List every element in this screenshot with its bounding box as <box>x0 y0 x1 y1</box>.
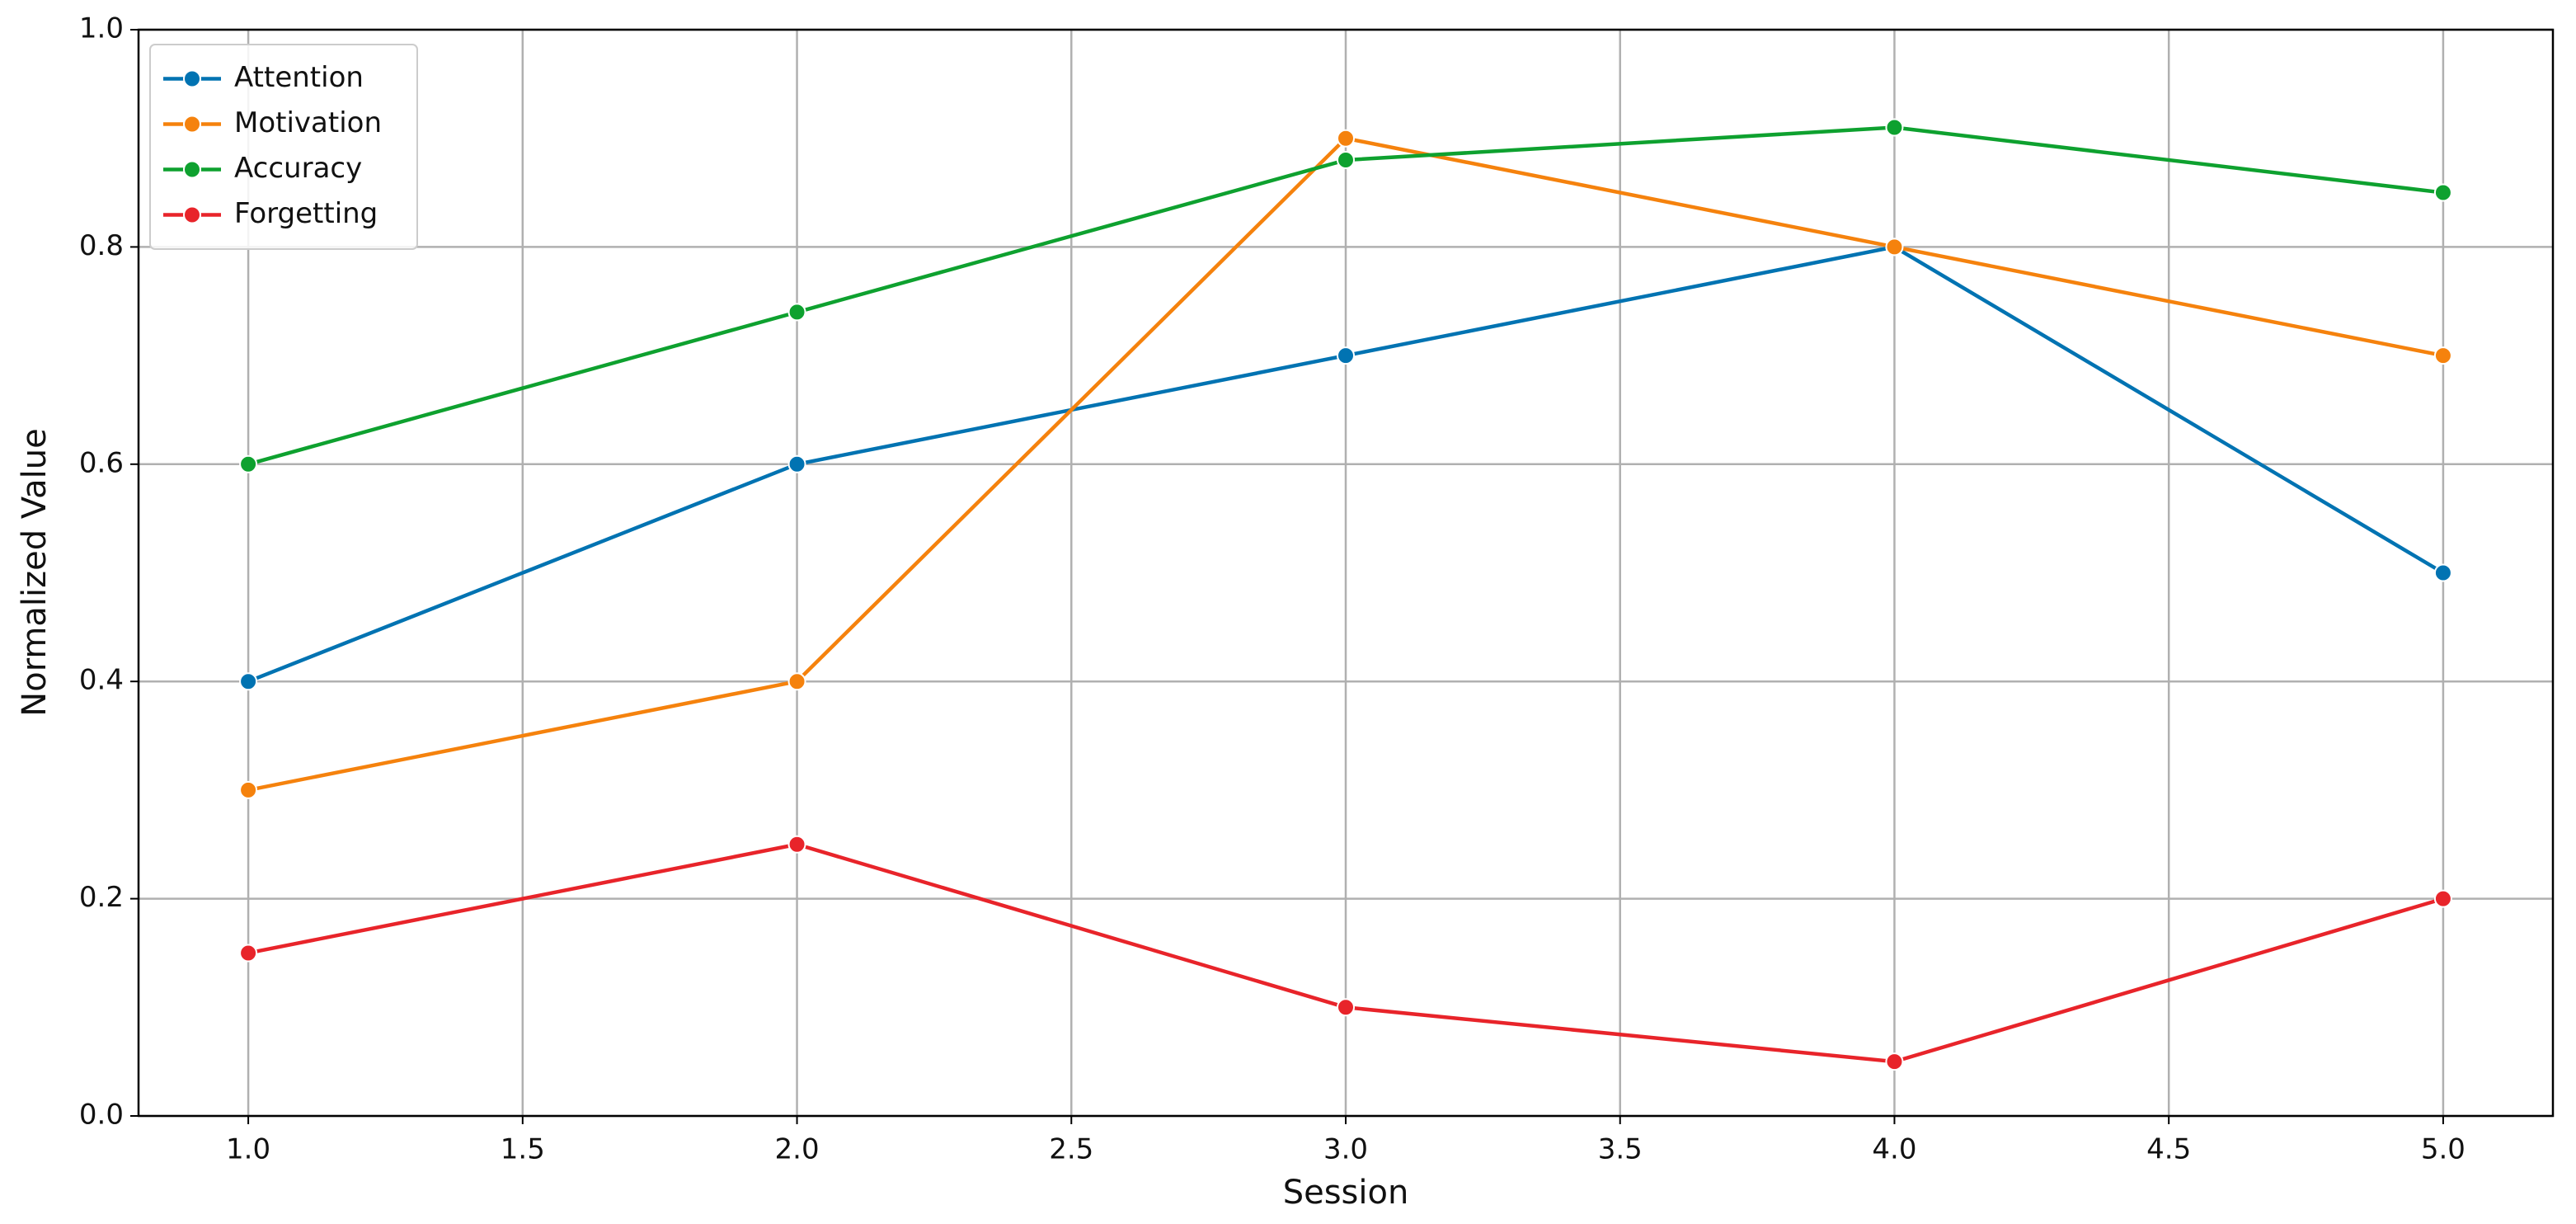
legend-label: Attention <box>234 61 364 94</box>
y-tick-label: 0.8 <box>79 229 124 262</box>
plot-frame <box>137 28 2555 1118</box>
point <box>1337 346 1355 365</box>
y-tick-label: 0.4 <box>79 664 124 697</box>
legend-label: Motivation <box>234 106 382 139</box>
x-tick-label: 4.0 <box>1872 1133 1916 1166</box>
point <box>239 944 258 963</box>
point <box>787 303 806 322</box>
point <box>239 672 258 691</box>
point <box>787 672 806 691</box>
x-tick-label: 3.0 <box>1323 1133 1368 1166</box>
point <box>2433 563 2452 582</box>
x-tick-label: 1.5 <box>501 1133 545 1166</box>
point <box>1885 238 1904 257</box>
legend-label: Forgetting <box>234 197 378 230</box>
point <box>1337 998 1355 1017</box>
legend-marker <box>183 160 201 179</box>
y-tick-label: 0.2 <box>79 881 124 914</box>
legend-marker <box>183 69 201 88</box>
point <box>1885 118 1904 137</box>
legend: Attention Motivation Accuracy Forgetting <box>149 44 418 250</box>
x-tick-label: 2.0 <box>775 1133 820 1166</box>
point <box>1337 129 1355 148</box>
point <box>787 454 806 473</box>
y-tick-label: 0.0 <box>79 1099 124 1132</box>
point <box>1337 151 1355 170</box>
point <box>239 780 258 799</box>
point <box>2433 183 2452 202</box>
x-tick-label: 1.0 <box>226 1133 270 1166</box>
x-tick-label: 3.5 <box>1598 1133 1643 1166</box>
x-tick-label: 4.5 <box>2146 1133 2191 1166</box>
y-axis-label: Normalized Value <box>16 428 54 716</box>
x-tick-label: 2.5 <box>1049 1133 1093 1166</box>
legend-marker <box>183 115 201 134</box>
point <box>2433 889 2452 908</box>
point <box>239 454 258 473</box>
x-tick-label: 5.0 <box>2421 1133 2466 1166</box>
y-tick-label: 1.0 <box>79 12 124 45</box>
legend-box <box>149 44 418 250</box>
point <box>2433 346 2452 365</box>
legend-marker <box>183 205 201 224</box>
y-tick-label: 0.6 <box>79 446 124 479</box>
point <box>787 835 806 854</box>
legend-label: Accuracy <box>234 152 362 185</box>
x-axis-label: Session <box>1283 1174 1409 1212</box>
point <box>1885 1052 1904 1071</box>
